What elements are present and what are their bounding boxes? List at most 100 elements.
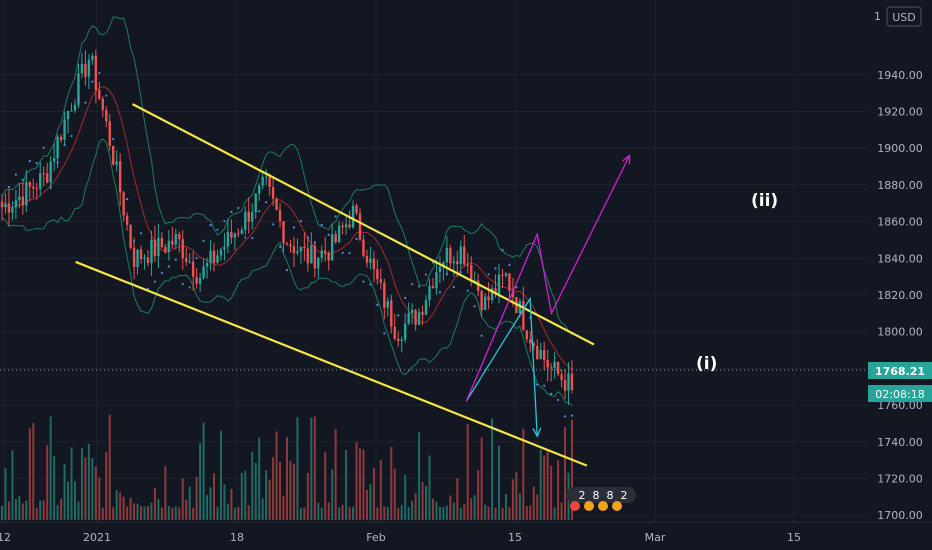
candle-body bbox=[195, 276, 198, 284]
projection-wave-ii-arrowhead bbox=[621, 154, 631, 165]
channel-line-upper[interactable] bbox=[131, 103, 595, 346]
psar-dot bbox=[376, 303, 379, 306]
price-tick-label: 1720.00 bbox=[877, 472, 923, 485]
candle-body bbox=[143, 257, 146, 259]
candle-body bbox=[348, 224, 351, 228]
psar-dot bbox=[14, 173, 18, 176]
psar-dot bbox=[404, 296, 407, 299]
volume-bar bbox=[18, 496, 21, 520]
price-tick-label: 1820.00 bbox=[877, 289, 923, 302]
volume-bar bbox=[265, 470, 268, 520]
price-tick-label: 1860.00 bbox=[877, 216, 923, 229]
candle-body bbox=[351, 205, 355, 228]
psar-dot bbox=[411, 283, 414, 286]
bollinger-bands bbox=[1, 16, 573, 407]
projection-wave-i[interactable] bbox=[465, 296, 538, 437]
candle-body bbox=[303, 246, 306, 249]
volume-bar bbox=[237, 507, 240, 520]
candle-body bbox=[542, 350, 546, 361]
candle-body bbox=[105, 109, 108, 122]
candle-body bbox=[14, 200, 18, 208]
candle-body bbox=[278, 210, 282, 222]
candle-body bbox=[56, 136, 59, 159]
candle-body bbox=[289, 244, 292, 247]
volume-bar bbox=[397, 507, 400, 520]
volume-bar bbox=[247, 505, 250, 520]
volume-bar bbox=[206, 495, 209, 520]
price-tick-label: 1900.00 bbox=[877, 142, 923, 155]
candle-body bbox=[84, 63, 87, 77]
candle-body bbox=[164, 247, 167, 252]
wave-ii-label[interactable]: (ii) bbox=[751, 191, 778, 211]
psar-dot bbox=[341, 251, 344, 254]
volume-bar bbox=[379, 460, 382, 520]
volume-bar bbox=[77, 501, 80, 520]
volume-bar bbox=[550, 465, 553, 520]
volume-bar bbox=[303, 507, 306, 520]
candle-body bbox=[407, 313, 410, 324]
psar-dot bbox=[334, 215, 337, 218]
lower-band bbox=[1, 138, 573, 407]
psar-dot bbox=[459, 271, 462, 274]
candle-body bbox=[49, 161, 52, 183]
psar-dot bbox=[536, 383, 539, 386]
volume-bar bbox=[153, 488, 156, 520]
volume-bar bbox=[101, 507, 104, 520]
candle-body bbox=[202, 266, 205, 278]
currency-button[interactable] bbox=[886, 6, 922, 27]
volume-bar bbox=[87, 444, 90, 520]
drawings[interactable] bbox=[75, 103, 631, 467]
volume-bar bbox=[261, 498, 264, 520]
candle-body bbox=[310, 245, 313, 264]
time-tick-label: Mar bbox=[645, 531, 666, 544]
price-axis[interactable] bbox=[868, 0, 932, 522]
price-tick-label: 1880.00 bbox=[877, 179, 923, 192]
candle-body bbox=[449, 248, 452, 264]
volume-bar bbox=[129, 497, 132, 520]
psar-dot bbox=[42, 146, 45, 149]
candle-body bbox=[268, 176, 271, 188]
time-tick-label: 18 bbox=[230, 531, 244, 544]
volume-bar bbox=[536, 494, 539, 520]
wave-i-label[interactable]: (i) bbox=[696, 354, 717, 374]
projection-wave-ii[interactable] bbox=[465, 155, 631, 402]
candle-body bbox=[42, 173, 45, 175]
candle-body bbox=[358, 213, 362, 240]
candle-body bbox=[132, 247, 136, 267]
volume-bar bbox=[525, 506, 528, 520]
psar-dot bbox=[153, 280, 157, 283]
volume-bar bbox=[539, 449, 542, 520]
psar-dot bbox=[563, 415, 567, 418]
time-axis[interactable] bbox=[0, 522, 932, 550]
last-price-value: 1768.21 bbox=[875, 365, 925, 378]
price-tick-label: 1700.00 bbox=[877, 509, 923, 522]
volume-bar bbox=[418, 432, 421, 520]
candle-body bbox=[240, 229, 244, 234]
candle-body bbox=[383, 282, 386, 308]
psar-dot bbox=[320, 223, 323, 227]
psar-dot bbox=[216, 228, 219, 231]
psar-dot bbox=[56, 161, 59, 164]
time-tick-label: 2021 bbox=[83, 531, 111, 544]
psar-dot bbox=[237, 206, 240, 210]
volume-bar bbox=[244, 470, 247, 520]
candle-body bbox=[570, 373, 574, 390]
volume-bar bbox=[334, 429, 337, 520]
volume-bar bbox=[414, 493, 417, 520]
economic-events-badge[interactable]: 2 8 8 2 bbox=[566, 487, 636, 511]
event-count: 2 bbox=[621, 489, 628, 502]
volume-bar bbox=[532, 486, 535, 520]
candle-body bbox=[473, 280, 476, 282]
volume-bar bbox=[4, 468, 7, 520]
candle-body bbox=[101, 98, 104, 110]
volume-bar bbox=[501, 507, 504, 520]
volume-bar bbox=[515, 472, 518, 520]
channel-line-lower[interactable] bbox=[75, 260, 588, 467]
volume-bar bbox=[480, 437, 483, 520]
events-badge-bg bbox=[566, 487, 636, 503]
candle-body bbox=[167, 240, 171, 252]
candle-body bbox=[185, 258, 188, 262]
candle-body bbox=[226, 231, 230, 247]
volume-bar bbox=[459, 507, 462, 520]
